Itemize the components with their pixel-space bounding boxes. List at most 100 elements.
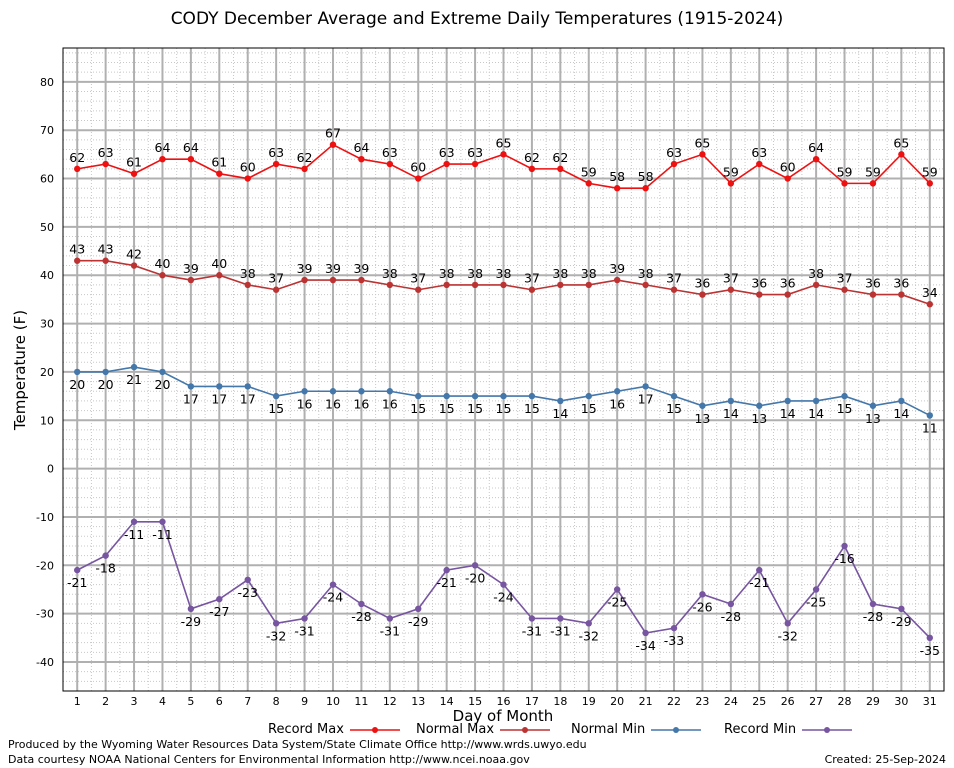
data-point — [812, 586, 820, 593]
data-label: -32 — [579, 628, 599, 643]
data-point — [386, 388, 394, 395]
data-label: 59 — [581, 164, 597, 179]
data-label: 63 — [467, 145, 483, 160]
data-label: 38 — [581, 266, 597, 281]
data-point — [329, 581, 337, 588]
data-point — [443, 281, 450, 289]
data-label: -32 — [777, 628, 797, 643]
x-tick-label: 19 — [582, 695, 596, 708]
data-point — [443, 160, 450, 168]
x-tick-label: 10 — [326, 695, 340, 708]
data-point — [898, 397, 905, 405]
data-label: 15 — [439, 401, 455, 416]
data-point — [926, 180, 933, 187]
data-label: 13 — [865, 411, 881, 426]
data-label: 36 — [694, 276, 710, 291]
data-label: 15 — [410, 401, 426, 416]
x-tick-label: 31 — [923, 695, 937, 708]
data-label: 42 — [126, 247, 142, 262]
data-point — [528, 392, 536, 400]
series-record-max: 62 63 61 64 64 61 60 63 62 67 64 63 60 63 63 65 62 62 59 58… — [69, 126, 938, 192]
data-point — [216, 272, 223, 279]
data-point — [926, 301, 933, 308]
data-point — [869, 402, 877, 409]
credit-produced-by: Produced by the Wyoming Water Resources … — [8, 738, 587, 751]
data-label: 67 — [325, 126, 341, 141]
data-point — [358, 600, 365, 608]
data-label: -25 — [806, 594, 826, 609]
data-label: 39 — [325, 261, 341, 276]
data-label: -18 — [95, 561, 115, 576]
data-label: -11 — [152, 527, 172, 542]
x-tick-label: 8 — [273, 695, 280, 708]
data-label: 43 — [98, 242, 114, 257]
data-label: -21 — [749, 575, 769, 590]
data-label: 14 — [780, 406, 796, 421]
data-point — [670, 160, 678, 168]
data-point — [613, 388, 621, 395]
data-point — [557, 397, 564, 405]
data-point — [244, 175, 251, 182]
data-point — [812, 281, 820, 289]
data-label: 58 — [609, 169, 625, 184]
data-label: 39 — [183, 261, 199, 276]
data-point — [812, 397, 820, 405]
data-point — [386, 160, 394, 168]
data-point — [415, 175, 422, 182]
data-label: 63 — [439, 145, 455, 160]
data-label: -28 — [863, 609, 883, 624]
data-label: 64 — [183, 140, 199, 155]
data-label: -21 — [436, 575, 456, 590]
data-point — [471, 160, 479, 168]
legend-item-record-max: Record Max — [268, 722, 400, 737]
data-point — [613, 185, 621, 192]
data-point — [642, 281, 649, 289]
y-tick-label: -10 — [36, 511, 54, 524]
data-point — [670, 392, 678, 400]
data-label: 65 — [694, 135, 710, 150]
y-tick-label: -40 — [36, 656, 54, 669]
data-point — [613, 276, 621, 284]
data-label: -27 — [209, 604, 229, 619]
x-tick-label: 3 — [131, 695, 138, 708]
data-label: 15 — [837, 401, 853, 416]
data-label: -24 — [323, 590, 343, 605]
data-label: 36 — [751, 276, 767, 291]
data-point — [159, 368, 166, 376]
data-point — [841, 286, 848, 293]
data-label: 39 — [609, 261, 625, 276]
data-point — [642, 629, 649, 637]
data-point — [784, 397, 791, 405]
data-label: 16 — [382, 396, 398, 411]
data-point — [841, 180, 848, 187]
data-point — [216, 170, 223, 177]
data-point — [756, 566, 763, 574]
data-label: 38 — [439, 266, 455, 281]
x-tick-label: 1 — [74, 695, 81, 708]
data-point — [301, 276, 308, 284]
data-label: -32 — [266, 628, 286, 643]
y-axis-label: Temperature (F) — [11, 310, 29, 431]
data-label: 62 — [524, 150, 540, 165]
data-point — [869, 180, 877, 187]
x-tick-label: 25 — [752, 695, 766, 708]
series-normal-min: 20 20 21 20 17 17 17 15 16 16 16 16 15 15 15 15 15 14 15 16… — [69, 363, 938, 435]
x-tick-label: 11 — [354, 695, 368, 708]
data-point — [102, 160, 109, 168]
data-point — [699, 291, 706, 298]
y-tick-label: 50 — [40, 221, 54, 234]
data-point — [784, 620, 791, 627]
x-tick-label: 28 — [838, 695, 852, 708]
data-label: -11 — [124, 527, 144, 542]
y-tick-label: -20 — [36, 559, 54, 572]
data-point — [130, 518, 138, 525]
data-label: 14 — [552, 406, 568, 421]
data-point — [784, 291, 791, 298]
data-label: -29 — [891, 614, 911, 629]
data-label: -21 — [67, 575, 87, 590]
data-point — [784, 175, 791, 182]
data-point — [102, 257, 109, 264]
y-tick-label: -30 — [36, 608, 54, 621]
x-tick-label: 9 — [301, 695, 308, 708]
data-point — [415, 605, 422, 613]
